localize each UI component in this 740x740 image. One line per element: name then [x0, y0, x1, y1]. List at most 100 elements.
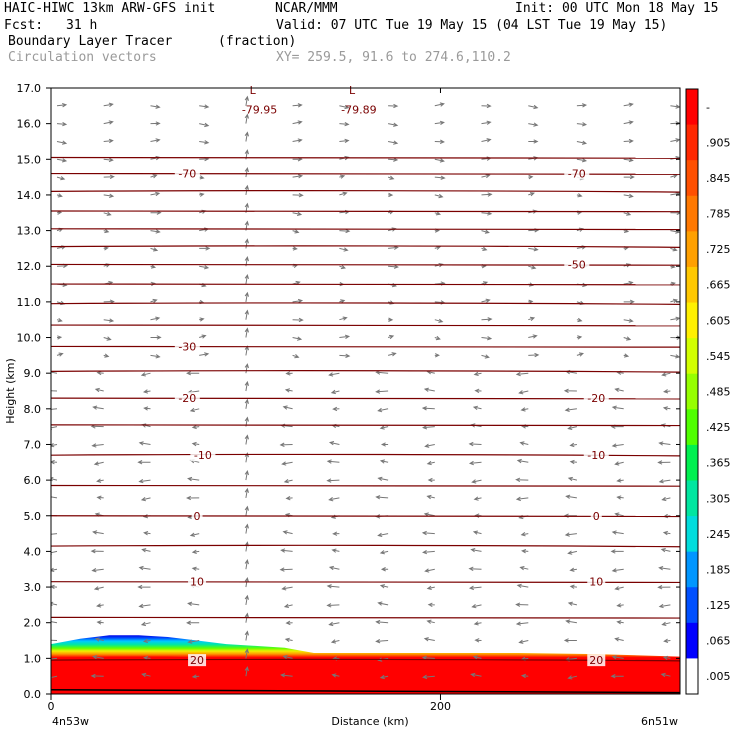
wind-vector	[379, 459, 389, 464]
wind-vector	[528, 334, 538, 339]
colorbar-segment	[686, 195, 698, 232]
wind-vector	[481, 317, 493, 322]
wind-vector	[576, 158, 588, 163]
wind-vector	[292, 174, 304, 179]
contour-labels: 20 20 10 10 0 0 -10 -10 -20 -20 -30 -50 -70 -70 L -79.9…	[174, 84, 609, 667]
wind-vector	[576, 193, 583, 198]
wind-vector	[103, 120, 114, 125]
wind-vector	[515, 477, 529, 483]
wind-vector	[244, 238, 249, 249]
colorbar-segment	[686, 338, 698, 375]
isotherm-line	[51, 484, 680, 488]
wind-vector	[103, 193, 115, 198]
wind-vector	[623, 157, 634, 163]
circulation-vectors	[51, 95, 680, 680]
y-tick-label: 11.0	[17, 296, 42, 309]
wind-vector	[137, 584, 151, 590]
wind-vector	[339, 191, 348, 196]
wind-vector	[292, 138, 303, 143]
wind-vector	[331, 548, 340, 553]
wind-vector	[137, 460, 151, 465]
wind-vector	[434, 245, 442, 250]
wind-vector	[189, 532, 200, 537]
wind-vector	[51, 550, 58, 555]
wind-vector	[434, 175, 446, 180]
wind-vector	[623, 174, 635, 180]
wind-vector	[423, 637, 435, 642]
y-tick-label: 9.0	[24, 367, 42, 380]
wind-vector	[658, 566, 671, 571]
colorbar-label: .605	[706, 314, 731, 327]
wind-vector	[284, 637, 293, 642]
wind-vector	[662, 655, 671, 661]
wind-vector	[616, 620, 624, 625]
wind-vector	[244, 469, 249, 481]
wind-vector	[564, 532, 577, 537]
wind-vector	[468, 460, 482, 466]
isotherm-line	[51, 370, 680, 373]
wind-vector	[142, 638, 151, 644]
wind-vector	[576, 140, 588, 145]
wind-vector	[657, 585, 671, 590]
wind-vector	[388, 264, 399, 269]
y-tick-label: 2.0	[24, 617, 42, 630]
wind-vector	[244, 541, 249, 552]
wind-vector	[244, 612, 249, 623]
wind-vector	[662, 406, 671, 411]
wind-vector	[141, 548, 151, 553]
wind-vector	[56, 103, 68, 108]
wind-vector	[421, 406, 435, 411]
colorbar-segment	[686, 587, 698, 624]
low-annotation: L	[250, 84, 257, 97]
isotherm-line	[51, 324, 680, 327]
wind-vector	[515, 496, 529, 502]
colorbar-segment	[686, 409, 698, 446]
wind-vector	[387, 334, 395, 340]
wind-vector	[292, 354, 300, 359]
vector-label: Circulation vectors	[8, 50, 157, 65]
wind-vector	[51, 584, 58, 590]
wind-vector	[143, 531, 151, 536]
wind-vector	[377, 476, 389, 481]
contour-label-bg	[583, 392, 609, 405]
wind-vector	[56, 140, 68, 145]
contour-label-bg	[587, 575, 606, 588]
wind-vector	[380, 442, 389, 447]
isotherm-line	[51, 424, 680, 427]
wind-vector	[244, 345, 249, 356]
wind-vector	[379, 584, 389, 589]
contour-label-bg	[188, 575, 207, 588]
x-tick-label: 200	[430, 700, 451, 713]
wind-vector	[670, 316, 680, 321]
wind-vector	[377, 601, 389, 606]
wind-vector	[427, 602, 435, 608]
tracer-field	[51, 635, 680, 694]
wind-vector	[375, 495, 389, 500]
wind-vector	[282, 405, 293, 410]
wind-vector	[661, 372, 671, 377]
colorbar-segment	[686, 89, 698, 126]
wind-vector	[623, 138, 634, 144]
wind-vector	[339, 264, 346, 270]
wind-vector	[567, 550, 578, 555]
wind-vector	[481, 354, 490, 359]
wind-vector	[292, 246, 298, 251]
wind-vector	[90, 549, 104, 554]
wind-vector	[339, 104, 350, 110]
contour-label-bg	[191, 509, 203, 522]
colorbar-label: .665	[706, 279, 731, 292]
y-tick-label: 5.0	[24, 510, 42, 523]
wind-vector	[244, 576, 249, 588]
colorbar-segment	[686, 551, 698, 588]
wind-vector	[528, 139, 539, 144]
wind-vector	[616, 478, 624, 483]
wind-vector	[380, 567, 389, 572]
wind-vector	[426, 619, 435, 624]
colorbar-segment	[686, 124, 698, 161]
wind-vector	[199, 122, 210, 128]
wind-vector	[244, 166, 249, 178]
wind-vector	[567, 425, 578, 430]
wind-vector	[292, 229, 300, 234]
wind-vector	[468, 566, 482, 572]
